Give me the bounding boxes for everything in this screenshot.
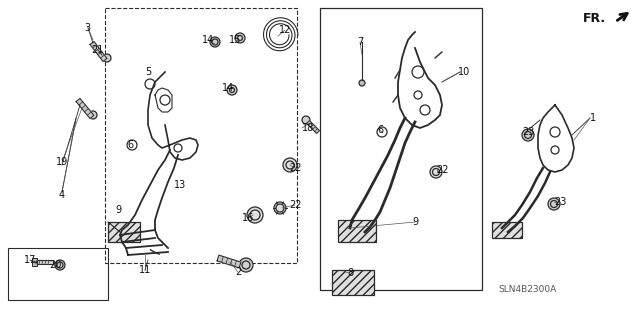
Text: 22: 22 [289,200,301,210]
Text: 19: 19 [56,157,68,167]
Text: 18: 18 [302,123,314,133]
Text: 6: 6 [377,125,383,135]
Bar [338,220,376,242]
Circle shape [548,198,560,210]
Text: FR.: FR. [583,11,606,25]
Text: 22: 22 [436,165,449,175]
Text: 20: 20 [49,260,61,270]
Text: 23: 23 [522,127,534,137]
Bar [108,222,140,242]
Text: 4: 4 [59,190,65,200]
Circle shape [247,207,263,223]
Text: 12: 12 [279,25,291,35]
Circle shape [274,202,286,214]
Circle shape [89,111,97,119]
Bar [32,258,37,266]
Circle shape [283,158,297,172]
Circle shape [55,260,65,270]
Text: 11: 11 [139,265,151,275]
Text: 7: 7 [357,37,363,47]
Text: 5: 5 [145,67,151,77]
Circle shape [522,129,534,141]
Circle shape [239,258,253,272]
Circle shape [430,166,442,178]
Bar [105,8,297,263]
Text: 14: 14 [202,35,214,45]
Text: SLN4B2300A: SLN4B2300A [498,286,556,294]
Text: 21: 21 [91,45,103,55]
Polygon shape [90,41,107,62]
Bar [8,248,108,300]
Text: 17: 17 [24,255,36,265]
Bar [332,270,374,295]
Text: 9: 9 [115,205,121,215]
Text: 6: 6 [127,140,133,150]
Text: 16: 16 [242,213,254,223]
Text: 15: 15 [229,35,241,45]
Polygon shape [217,255,241,268]
Text: 2: 2 [235,267,241,277]
Circle shape [210,37,220,47]
Polygon shape [307,121,319,133]
Text: 10: 10 [458,67,470,77]
Circle shape [235,33,245,43]
Text: 14: 14 [222,83,234,93]
Text: 9: 9 [412,217,418,227]
Text: 3: 3 [84,23,90,33]
Text: 8: 8 [347,268,353,278]
Text: 13: 13 [174,180,186,190]
Circle shape [227,85,237,95]
Text: 1: 1 [590,113,596,123]
Circle shape [302,116,310,124]
Polygon shape [76,98,94,119]
Circle shape [359,80,365,86]
Bar [35,260,53,264]
Text: 22: 22 [289,163,301,173]
Bar [492,222,522,238]
Circle shape [103,54,111,62]
Text: 23: 23 [554,197,566,207]
Bar [320,8,482,290]
